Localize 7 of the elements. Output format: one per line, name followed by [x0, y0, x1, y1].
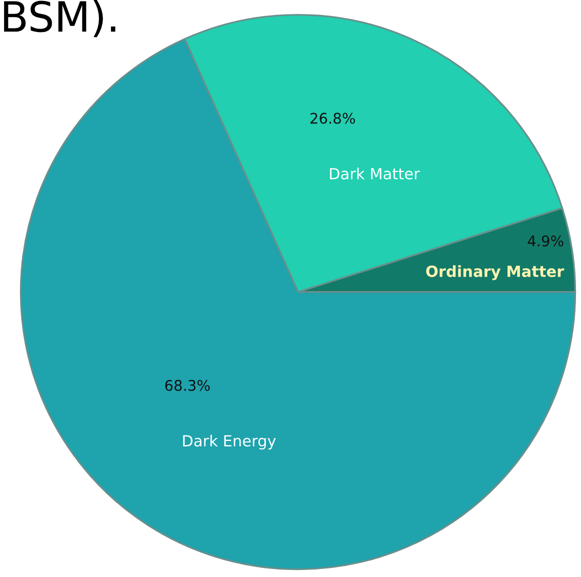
- slice-label: Dark Matter: [330, 168, 420, 180]
- slice-label: Ordinary Matter: [426, 265, 564, 280]
- data-label: 26.8%: [310, 112, 355, 124]
- data-label: 4.9%: [528, 235, 564, 246]
- data-label: 68.3%: [165, 380, 210, 391]
- text: BSM).: [4, 0, 116, 38]
- slice-label: Dark Energy: [183, 434, 276, 450]
